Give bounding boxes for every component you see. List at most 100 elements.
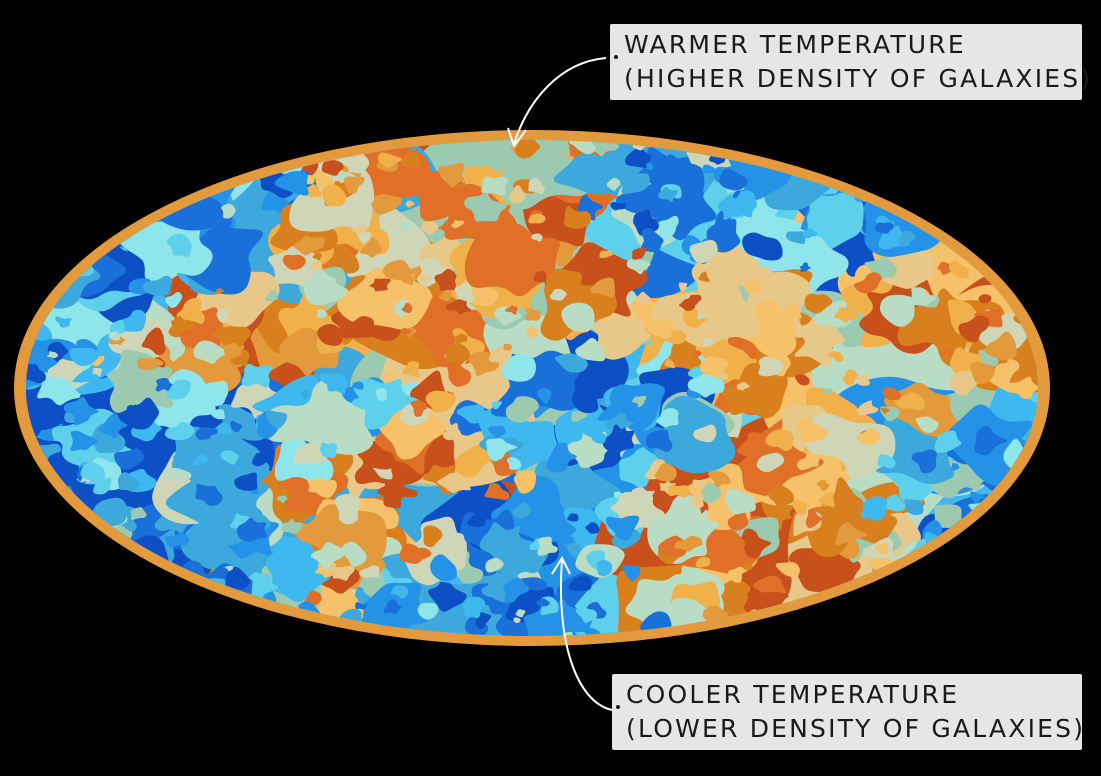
temperature-blob [351, 225, 367, 236]
temperature-blob [438, 287, 453, 302]
temperature-blob [955, 193, 978, 214]
temperature-blob [222, 322, 231, 328]
temperature-blob [38, 215, 55, 229]
temperature-blob [880, 407, 890, 414]
temperature-blob [428, 577, 467, 612]
temperature-blob [263, 378, 374, 455]
temperature-blob [371, 201, 387, 214]
temperature-blob [738, 528, 772, 559]
temperature-blob [26, 575, 111, 636]
temperature-blob [976, 503, 1038, 577]
temperature-blob [69, 347, 99, 367]
temperature-blob [417, 602, 439, 620]
temperature-blob [26, 167, 85, 229]
temperature-blob [981, 523, 1004, 545]
temperature-blob [856, 427, 882, 445]
temperature-blob [183, 173, 195, 182]
temperature-blob [775, 562, 800, 578]
temperature-blob [894, 593, 915, 606]
temperature-blob [214, 288, 224, 295]
temperature-blob [123, 309, 147, 332]
temperature-blob [464, 192, 507, 222]
temperature-blob [153, 616, 187, 636]
temperature-blob [485, 557, 504, 573]
temperature-blob [317, 324, 343, 346]
temperature-blob [176, 625, 193, 636]
temperature-blob [405, 200, 415, 208]
temperature-blob [990, 508, 1006, 520]
temperature-blob [904, 498, 924, 516]
temperature-blob [882, 387, 902, 401]
temperature-blob [877, 454, 896, 469]
temperature-blob [358, 565, 380, 578]
temperature-blob [700, 482, 721, 503]
temperature-blob [481, 176, 509, 196]
temperature-blob [758, 356, 784, 377]
temperature-blob [39, 203, 101, 244]
temperature-blob [26, 140, 112, 220]
temperature-blob [514, 140, 541, 159]
temperature-blob [375, 388, 388, 401]
temperature-blob [377, 152, 403, 168]
temperature-blob [884, 494, 906, 512]
temperature-blob [1026, 288, 1038, 298]
temperature-blob [796, 451, 821, 470]
temperature-blob [369, 278, 391, 292]
temperature-blob [969, 361, 995, 385]
temperature-blob [59, 140, 124, 168]
temperature-blob [696, 289, 734, 322]
temperature-blob [32, 541, 65, 570]
temperature-blob [117, 472, 140, 493]
temperature-blob [72, 175, 90, 194]
temperature-blob [599, 250, 614, 258]
temperature-blob [202, 380, 229, 407]
temperature-blob [401, 302, 413, 314]
temperature-blob [572, 420, 595, 437]
temperature-blob [97, 140, 195, 190]
temperature-blob [806, 191, 864, 251]
temperature-blob [768, 484, 795, 508]
temperature-blob [286, 620, 312, 636]
temperature-blob [491, 401, 502, 410]
temperature-blob [100, 180, 115, 193]
temperature-blob [915, 557, 1010, 636]
temperature-blob [178, 588, 221, 624]
temperature-blob [165, 291, 183, 308]
temperature-blob [536, 598, 550, 607]
temperature-blob [708, 471, 731, 488]
temperature-blob [910, 287, 937, 306]
temperature-blob [939, 140, 1038, 235]
temperature-blob [506, 457, 522, 470]
temperature-blob [213, 632, 224, 636]
temperature-blob [679, 298, 696, 312]
temperature-blob [892, 155, 928, 175]
temperature-blob [176, 298, 205, 324]
cool-label-box: COOLER TEMPERATURE (LOWER DENSITY OF GAL… [612, 674, 1083, 750]
temperature-blob [73, 532, 99, 554]
temperature-blob [995, 140, 1038, 189]
temperature-blob [798, 417, 828, 443]
temperature-blob [769, 140, 795, 158]
temperature-blob [965, 418, 975, 428]
temperature-blob [341, 541, 367, 567]
temperature-blob [355, 601, 368, 610]
temperature-blob [862, 496, 887, 521]
temperature-blob [824, 388, 832, 395]
temperature-blob [223, 342, 242, 359]
temperature-blob [293, 235, 325, 256]
temperature-blob [950, 556, 973, 576]
temperature-blob [321, 184, 346, 207]
temperature-blob [234, 472, 258, 491]
temperature-blob [80, 584, 97, 597]
temperature-blob [155, 378, 174, 392]
temperature-blob [26, 140, 126, 179]
temperature-blob [1004, 376, 1038, 400]
temperature-blob [130, 506, 147, 520]
temperature-blob [1001, 499, 1037, 534]
temperature-blob [567, 513, 579, 522]
temperature-blob [425, 390, 456, 413]
temperature-blob [606, 177, 621, 191]
temperature-blob [220, 450, 240, 465]
temperature-blob [216, 308, 232, 323]
